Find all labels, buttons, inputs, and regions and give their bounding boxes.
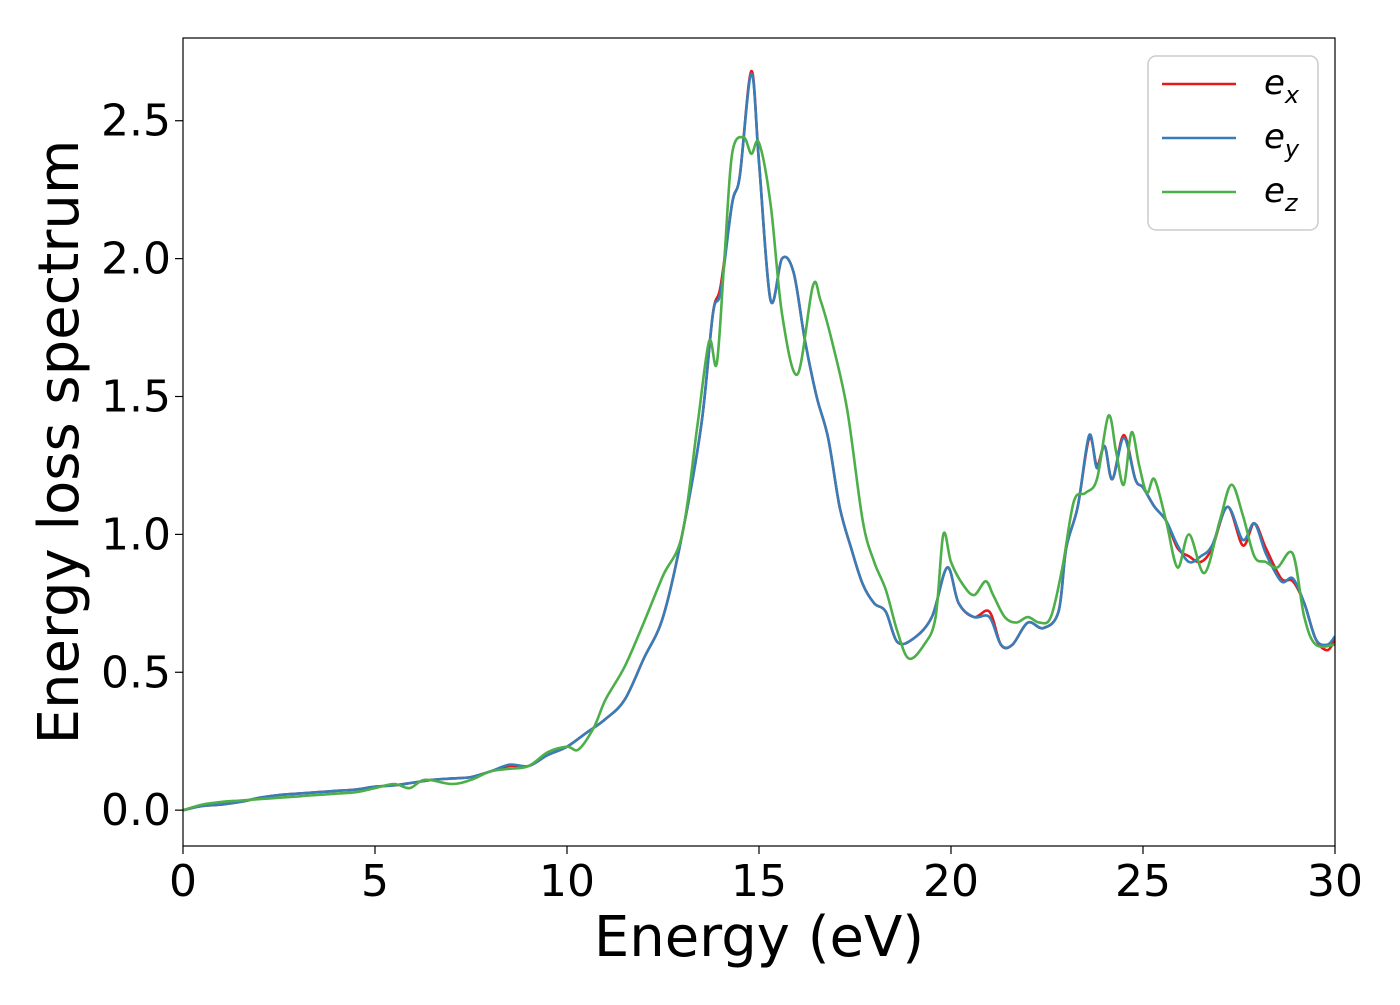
x-tick-label: 20 — [923, 856, 979, 907]
y-axis-title: Energy loss spectrum — [27, 140, 92, 745]
y-tick-label: 1.0 — [101, 509, 171, 560]
x-axis-title: Energy (eV) — [594, 905, 924, 970]
x-tick-label: 5 — [361, 856, 389, 907]
series-line-z — [183, 135, 1335, 812]
y-tick-label: 0.5 — [101, 647, 171, 698]
legend-items: ex ey ez — [1162, 63, 1300, 217]
legend: ex ey ez — [1147, 55, 1319, 231]
x-tick-label: 10 — [539, 856, 595, 907]
legend-label-z: ez — [1264, 171, 1299, 217]
y-tick-label: 0.0 — [101, 785, 171, 836]
x-tick-label: 30 — [1307, 856, 1363, 907]
x-tick-label: 0 — [169, 856, 197, 907]
legend-box — [1147, 55, 1319, 231]
y-tick-label: 2.5 — [101, 96, 171, 147]
y-axis-ticks: 0.0 0.5 1.0 1.5 2.0 2.5 — [101, 96, 183, 836]
x-tick-label: 15 — [731, 856, 787, 907]
series-layer — [183, 69, 1335, 812]
x-tick-label: 25 — [1115, 856, 1171, 907]
y-tick-label: 1.5 — [101, 371, 171, 422]
y-tick-label: 2.0 — [101, 234, 171, 285]
legend-label-y: ey — [1264, 117, 1300, 163]
x-axis-ticks: 0 5 10 15 20 25 30 — [169, 846, 1363, 907]
legend-label-x: ex — [1264, 63, 1300, 109]
